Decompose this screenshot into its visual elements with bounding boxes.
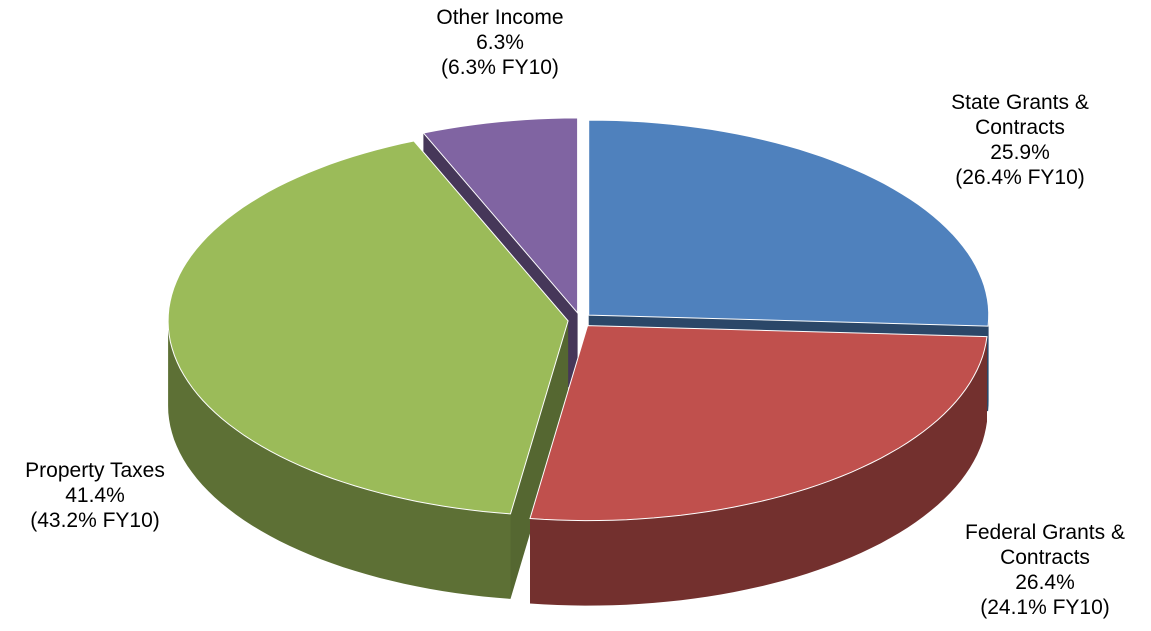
slice xyxy=(529,325,988,522)
category-name: State Grants & Contracts xyxy=(951,91,1089,139)
slice xyxy=(588,119,990,327)
value-label: 26.4% xyxy=(1015,571,1075,594)
fy10-label: (6.3% FY10) xyxy=(441,56,559,79)
slice-label: Property Taxes 41.4% (43.2% FY10) xyxy=(0,458,195,533)
category-name: Property Taxes xyxy=(25,459,165,482)
value-label: 6.3% xyxy=(476,31,524,54)
category-name: Other Income xyxy=(436,6,564,29)
slice-label: Federal Grants & Contracts 26.4% (24.1% FY… xyxy=(935,520,1151,620)
slice-rim xyxy=(530,336,987,606)
slice-rim xyxy=(168,320,511,599)
slice xyxy=(167,140,569,515)
slice-rim xyxy=(988,315,989,412)
slice-label: Other Income 6.3% (6.3% FY10) xyxy=(390,5,610,80)
slice-wall xyxy=(510,320,569,599)
fy10-label: (26.4% FY10) xyxy=(955,166,1085,189)
value-label: 25.9% xyxy=(990,141,1050,164)
fy10-label: (24.1% FY10) xyxy=(980,596,1110,619)
category-name: Federal Grants & Contracts xyxy=(965,521,1125,569)
slice xyxy=(422,117,579,315)
value-label: 41.4% xyxy=(65,484,125,507)
slice-label: State Grants & Contracts 25.9% (26.4% FY10… xyxy=(920,90,1120,190)
fy10-label: (43.2% FY10) xyxy=(30,509,160,532)
